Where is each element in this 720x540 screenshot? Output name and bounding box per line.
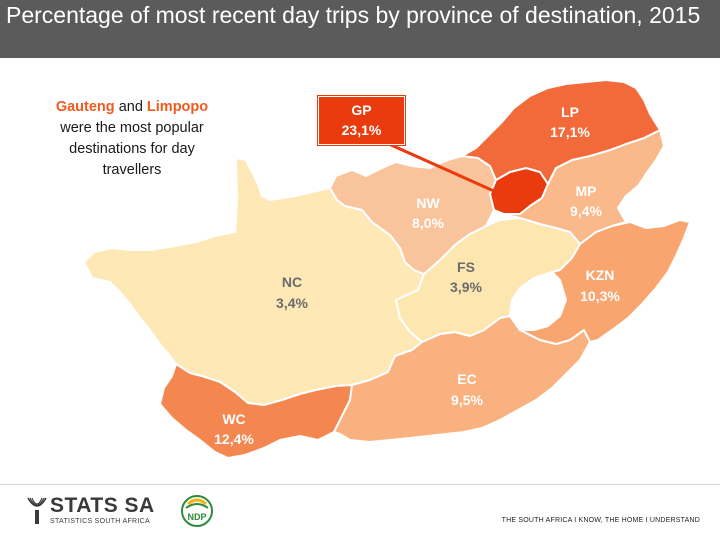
footer-divider (0, 484, 720, 485)
callout-text-and: and (118, 99, 143, 115)
label-FS-code: FS (457, 259, 475, 275)
province-LP (461, 79, 661, 185)
footer-tagline: THE SOUTH AFRICA I KNOW, THE HOME I UNDE… (501, 517, 700, 524)
label-NW-code: NW (416, 195, 440, 211)
title-bar: Percentage of most recent day trips by p… (0, 0, 720, 58)
label-KZN-value: 10,3% (580, 288, 620, 304)
ndp-logo-text: NDP (187, 512, 206, 522)
province-KZN (519, 219, 691, 345)
label-NC-value: 3,4% (276, 295, 308, 311)
label-EC-value: 9,5% (451, 392, 483, 408)
gp-callout-box: GP 23,1% (318, 96, 405, 145)
label-EC-code: EC (457, 371, 476, 387)
stats-sa-logo-subtitle: STATISTICS SOUTH AFRICA (50, 518, 150, 525)
label-FS-value: 3,9% (450, 279, 482, 295)
label-KZN-code: KZN (586, 267, 615, 283)
callout-highlight-limpopo: Limpopo (146, 99, 209, 115)
gp-leader-line (379, 138, 506, 198)
footer (0, 485, 720, 540)
label-LP-value: 17,1% (550, 124, 590, 140)
label-LP-code: LP (561, 104, 579, 120)
page-title: Percentage of most recent day trips by p… (6, 2, 701, 28)
label-WC-code: WC (222, 411, 245, 427)
stats-sa-logo-name: STATS SA (50, 494, 155, 517)
label-NW-value: 8,0% (412, 215, 444, 231)
gp-callout-code: GP (351, 102, 372, 118)
label-MP-value: 9,4% (570, 203, 602, 219)
swaziland-outline (616, 184, 660, 223)
callout-highlight-gauteng: Gauteng (55, 99, 115, 115)
south-africa-map: LP 17,1% MP 9,4% NW 8,0% FS 3,9% NC 3,4%… (83, 79, 691, 459)
ndp-logo-icon: NDP (181, 495, 213, 527)
label-WC-value: 12,4% (214, 431, 254, 447)
label-NC-code: NC (282, 274, 302, 290)
callout-text: Gauteng and Limpopo were the most popula… (42, 97, 222, 181)
stats-sa-logo-icon (27, 497, 47, 524)
callout-text-rest: were the most popular destinations for d… (60, 120, 204, 178)
label-MP-code: MP (576, 183, 597, 199)
gp-callout-value: 23,1% (341, 122, 382, 138)
